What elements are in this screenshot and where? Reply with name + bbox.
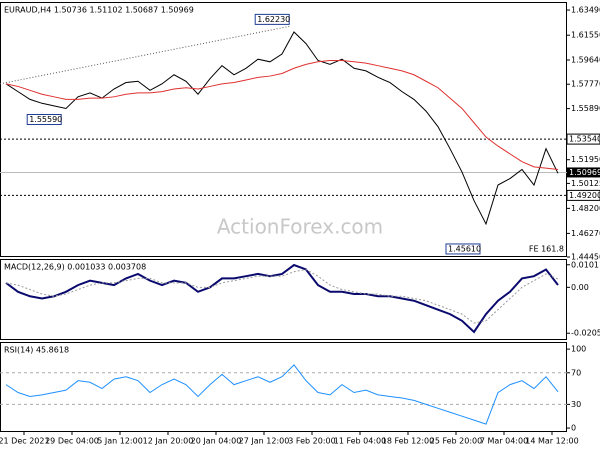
x-tick-label: 7 Mar 04:00 (480, 437, 528, 446)
current-price-label: 1.50969 (569, 168, 600, 177)
trend-line (0, 25, 290, 85)
panel-title: EURAUD,H4 1.50736 1.51102 1.50687 1.5096… (4, 6, 194, 15)
annotation: FE 161.8 (529, 245, 564, 254)
panel-title: MACD(12,26,9) 0.001033 0.003708 (4, 263, 146, 272)
x-tick-label: 18 Feb 12:00 (382, 437, 434, 446)
y-tick-label: 1.44450 (571, 253, 600, 262)
price-label-box (26, 114, 62, 126)
panel-frame (0, 259, 567, 340)
y-tick-label: 70 (571, 368, 581, 377)
label-box (567, 167, 600, 178)
level-label: 1.53540 (569, 135, 600, 144)
label-box (566, 189, 600, 201)
price-label-box (445, 243, 481, 255)
y-tick-label: 1.59640 (571, 55, 600, 64)
x-tick-label: 12 Jan 20:00 (143, 437, 194, 446)
x-tick-label: 3 Feb 20:00 (288, 437, 335, 446)
x-tick-label: 14 Mar 12:00 (525, 437, 578, 446)
x-tick-label: 5 Jan 12:00 (97, 437, 143, 446)
y-tick-label: 100 (571, 345, 586, 354)
y-tick-label: 1.57770 (571, 80, 600, 89)
y-tick-label: 0 (571, 424, 576, 433)
price-label-box (254, 13, 290, 25)
series-line (5, 268, 559, 324)
price-label: 1.45610 (448, 244, 481, 253)
x-tick-label: 21 Dec 2021 (0, 437, 50, 446)
x-tick-label: 27 Jan 12:00 (239, 437, 290, 446)
series-line (5, 59, 559, 170)
y-tick-label: 1.55890 (571, 104, 600, 113)
label-box (566, 133, 600, 145)
y-tick-label: 1.48200 (571, 204, 600, 213)
x-tick-label: 20 Jan 04:00 (191, 437, 242, 446)
y-tick-label: 0.00 (571, 283, 589, 292)
y-tick-label: 1.50125 (571, 179, 600, 188)
y-tick-label: 30 (571, 400, 581, 409)
y-tick-label: 1.63490 (571, 6, 600, 15)
y-tick-label: 1.61550 (571, 31, 600, 40)
panel-frame (0, 2, 567, 257)
series-line (5, 31, 559, 226)
panel-frame (0, 342, 567, 432)
y-tick-label: 1.51950 (571, 155, 600, 164)
x-tick-label: 29 Dec 04:00 (45, 437, 99, 446)
series-line (5, 364, 559, 425)
y-tick-label: 1.46270 (571, 229, 600, 238)
x-tick-label: 25 Feb 20:00 (430, 437, 482, 446)
watermark: ActionForex.com (217, 215, 383, 239)
price-label: 1.62230 (257, 15, 290, 24)
series-line (5, 263, 559, 334)
y-tick-label: -0.020561 (571, 329, 600, 338)
level-label: 1.49200 (569, 191, 600, 200)
panel-title: RSI(14) 45.8618 (4, 346, 69, 355)
price-label: 1.55590 (29, 115, 62, 124)
x-tick-label: 11 Feb 04:00 (334, 437, 386, 446)
y-tick-label: 0.010113 (571, 260, 600, 269)
